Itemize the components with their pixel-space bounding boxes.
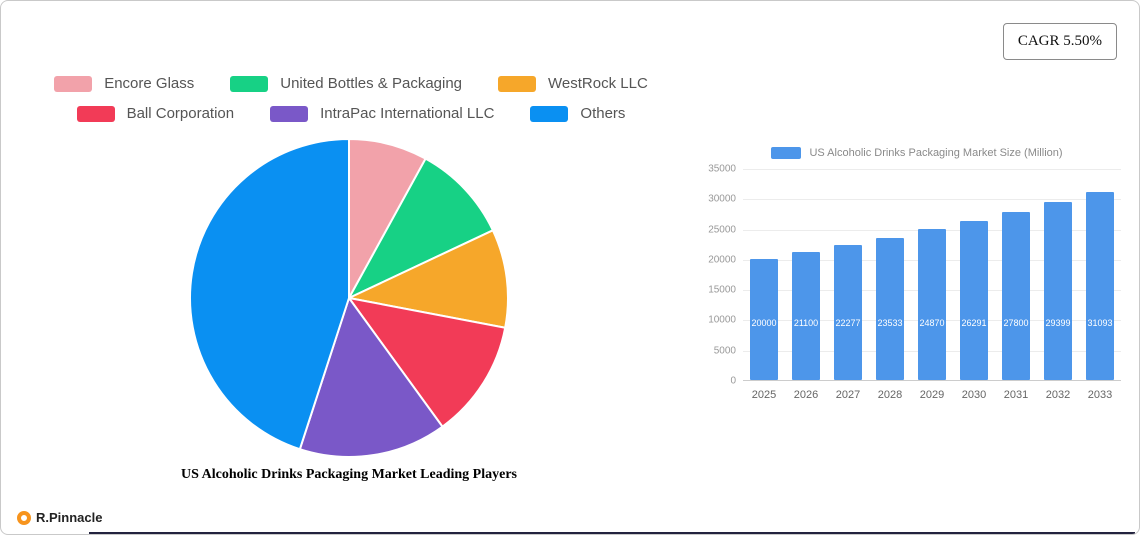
x-tick-label: 2027 [835,389,861,401]
bar-chart-panel: US Alcoholic Drinks Packaging Market Siz… [701,145,1133,411]
y-tick-label: 0 [730,375,736,387]
bar-2033[interactable]: 31093 [1086,191,1114,380]
x-tick-label: 2033 [1087,389,1113,401]
legend-label: Ball Corporation [126,105,235,122]
bar-2027[interactable]: 22277 [834,245,862,380]
y-tick-label: 35000 [708,163,736,175]
legend-item-ball-corporation[interactable]: Ball Corporation [76,105,235,122]
pie-legend: Encore Glass United Bottles & Packaging We… [21,75,681,122]
bar-2030[interactable]: 26291 [960,220,988,380]
y-tick-label: 15000 [708,284,736,296]
gridline [743,199,1121,201]
x-tick-label: 2025 [751,389,777,401]
pie-slice-westrock-llc[interactable] [345,228,509,329]
legend-label: Encore Glass [104,75,195,92]
legend-swatch [498,75,537,92]
x-tick-label: 2026 [793,389,819,401]
legend-label: WestRock LLC [548,75,648,92]
bar-value-label: 29399 [1045,318,1071,328]
legend-swatch [54,75,93,92]
bar-value-label: 24870 [919,318,945,328]
legend-label: United Bottles & Packaging [280,75,463,92]
legend-item-intrapac-international-llc[interactable]: IntraPac International LLC [270,105,494,122]
x-tick-label: 2028 [877,389,903,401]
legend-item-encore-glass[interactable]: Encore Glass [54,75,194,92]
y-tick-label: 5000 [713,345,736,357]
x-tick-label: 2030 [961,389,987,401]
legend-label: IntraPac International LLC [320,105,495,122]
pie-legend-row: Encore Glass United Bottles & Packaging We… [54,75,648,92]
y-tick-label: 10000 [708,314,736,326]
pie-chart-title: US Alcoholic Drinks Packaging Market Lea… [181,467,517,482]
pie-slice-united-bottles-packaging[interactable] [346,157,495,301]
pie-chart [189,137,509,458]
bar-legend-label: US Alcoholic Drinks Packaging Market Siz… [809,147,1063,159]
bar-plot: 0 5000 10000 15000 20000 25000 30000 35000 20000… [708,164,1121,401]
bar-2029[interactable]: 24870 [918,229,946,380]
legend-swatch [530,105,569,122]
legend-label: Others [580,105,626,122]
y-tick-label: 25000 [708,224,736,236]
x-tick-label: 2029 [919,389,945,401]
brand-ring-icon [17,510,31,525]
legend-item-others[interactable]: Others [530,105,625,122]
gridline [743,169,1121,170]
bar-value-label: 26291 [961,318,987,328]
x-tick-label: 2031 [1003,389,1029,401]
bar-value-label: 23533 [877,318,903,328]
pie-slice-ball-corporation[interactable] [346,296,507,429]
bottom-divider [89,532,1135,534]
bar-2026[interactable]: 21100 [792,252,820,380]
legend-item-westrock-llc[interactable]: WestRock LLC [498,75,648,92]
x-tick-label: 2032 [1045,389,1071,401]
bar-2025[interactable]: 20000 [750,258,778,380]
bar-value-label: 21100 [793,318,819,328]
legend-swatch [230,75,269,92]
y-tick-label: 30000 [708,193,736,205]
bar-legend-swatch [771,147,802,159]
bar-value-label: 27800 [1003,318,1029,328]
pie-slice-intrapac-international-llc[interactable] [298,295,444,458]
bar-value-label: 22277 [835,318,861,328]
bar-value-label: 31093 [1087,318,1113,328]
bar-2031[interactable]: 27800 [1002,211,1030,380]
brand-logo: R.Pinnacle [17,510,102,525]
bar-2032[interactable]: 29399 [1044,201,1072,380]
legend-item-united-bottles-packaging[interactable]: United Bottles & Packaging [230,75,462,92]
bar-2028[interactable]: 23533 [876,237,904,380]
bar-legend[interactable]: US Alcoholic Drinks Packaging Market Siz… [701,145,1133,161]
legend-swatch [270,105,309,122]
y-tick-label: 20000 [708,254,736,266]
brand-name: R.Pinnacle [36,510,103,525]
legend-swatch [76,105,115,122]
cagr-badge: CAGR 5.50% [1002,23,1117,60]
pie-slice-others[interactable] [189,137,350,451]
bar-value-label: 20000 [751,318,777,328]
pie-legend-row: Ball Corporation IntraPac International L… [76,105,625,122]
